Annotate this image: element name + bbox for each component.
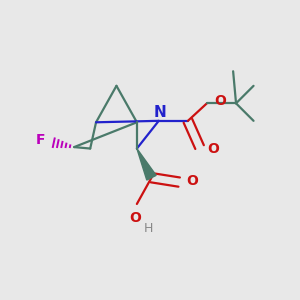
Text: F: F [36,133,46,147]
Text: O: O [130,211,141,225]
Polygon shape [137,148,156,180]
Text: N: N [154,105,167,120]
Text: H: H [144,222,153,235]
Text: O: O [214,94,226,108]
Text: O: O [187,174,198,188]
Text: O: O [207,142,219,156]
